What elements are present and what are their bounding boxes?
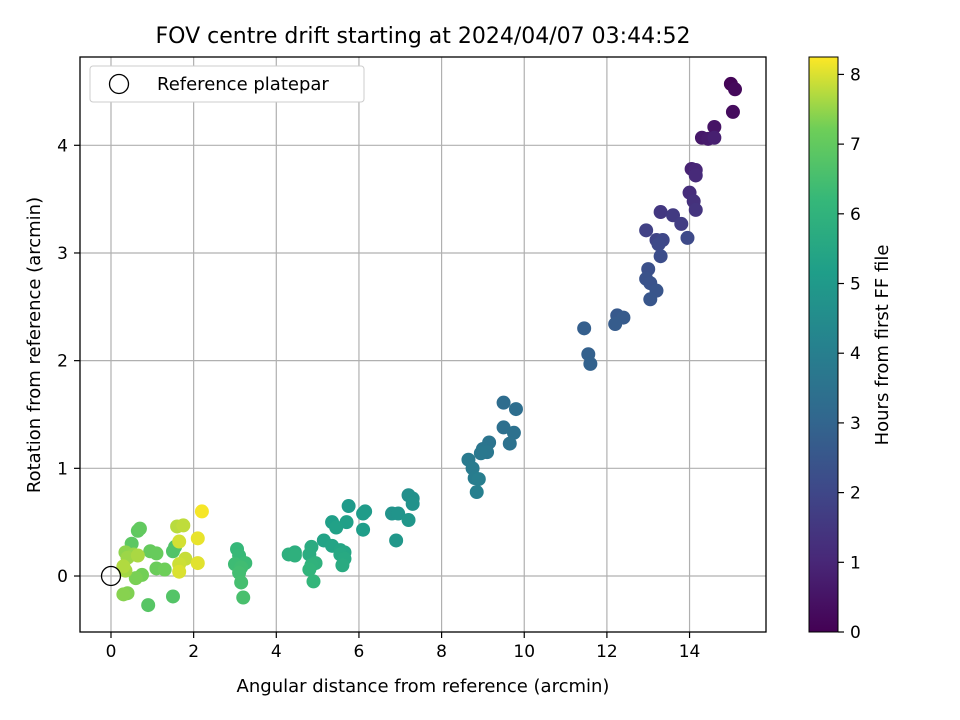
data-point — [643, 292, 658, 307]
data-point — [608, 317, 623, 332]
data-point — [356, 506, 371, 521]
data-point — [639, 223, 654, 238]
data-point — [335, 558, 350, 573]
data-point — [506, 425, 521, 440]
data-point — [577, 321, 592, 336]
x-tick-label: 6 — [354, 642, 365, 662]
data-point — [116, 559, 131, 574]
data-point — [502, 436, 517, 451]
data-point — [391, 506, 406, 521]
colorbar-tick-label: 2 — [850, 484, 861, 504]
data-point — [688, 168, 703, 183]
data-point — [653, 249, 668, 264]
data-point — [341, 499, 356, 514]
legend: Reference platepar — [89, 65, 365, 103]
data-point — [172, 564, 187, 579]
x-tick-label: 8 — [436, 642, 447, 662]
data-point — [583, 356, 598, 371]
data-point — [190, 531, 205, 546]
colorbar-gradient — [808, 56, 839, 633]
data-point — [674, 216, 689, 231]
colorbar-tick-label: 5 — [850, 275, 861, 295]
y-tick-label: 1 — [57, 459, 68, 479]
data-point — [496, 420, 511, 435]
data-point — [707, 119, 722, 134]
colorbar-tick-label: 0 — [850, 623, 861, 643]
data-point — [306, 574, 321, 589]
data-point — [401, 513, 416, 528]
data-point — [176, 518, 191, 533]
y-tick-label: 4 — [57, 136, 68, 156]
data-point — [405, 496, 420, 511]
y-tick-label: 0 — [57, 567, 68, 587]
reference-platepar-marker — [100, 565, 122, 587]
data-point — [356, 522, 371, 537]
x-axis-label: Angular distance from reference (arcmin) — [237, 676, 610, 697]
data-point — [165, 589, 180, 604]
x-tick-label: 4 — [271, 642, 282, 662]
legend-entry-reference: Reference platepar — [157, 74, 329, 95]
colorbar-tick-label: 8 — [850, 65, 861, 85]
data-point — [651, 237, 666, 252]
data-point — [302, 562, 317, 577]
data-point — [329, 520, 344, 535]
x-tick-label: 10 — [513, 642, 535, 662]
colorbar-tick-label: 1 — [850, 553, 861, 573]
legend-box — [89, 65, 365, 103]
gridlines — [80, 57, 766, 632]
data-point — [132, 521, 147, 536]
data-point — [508, 402, 523, 417]
data-point — [287, 548, 302, 563]
y-tick-label: 3 — [57, 244, 68, 264]
x-tick-label: 14 — [679, 642, 701, 662]
y-axis-ticks: 0 1 2 3 4 — [57, 136, 80, 587]
data-point — [725, 104, 740, 119]
colorbar-ticks: 0 1 2 3 4 5 6 7 8 — [838, 65, 861, 643]
data-point — [473, 446, 488, 461]
legend-marker-icon — [108, 73, 130, 95]
x-tick-label: 2 — [188, 642, 199, 662]
data-point — [728, 82, 743, 97]
data-point — [680, 230, 695, 245]
data-point — [389, 533, 404, 548]
data-point — [496, 395, 511, 410]
data-point — [130, 548, 145, 563]
chart-title: FOV centre drift starting at 2024/04/07 … — [156, 24, 691, 49]
data-point — [707, 130, 722, 145]
data-point — [116, 587, 131, 602]
data-point — [339, 515, 354, 530]
data-point — [194, 504, 209, 519]
data-point — [469, 485, 484, 500]
data-point — [141, 598, 156, 613]
colorbar: 0 1 2 3 4 5 6 7 8 Hours from first FF file — [808, 56, 893, 643]
data-point — [157, 562, 172, 577]
x-tick-label: 0 — [106, 642, 117, 662]
y-axis-label: Rotation from reference (arcmin) — [24, 197, 45, 493]
colorbar-tick-label: 6 — [850, 205, 861, 225]
plot-frame — [79, 56, 767, 633]
data-point — [236, 590, 251, 605]
data-point — [653, 205, 668, 220]
y-tick-label: 2 — [57, 352, 68, 372]
data-point — [128, 571, 143, 586]
x-axis-ticks: 0 2 4 6 8 10 12 14 — [106, 632, 701, 662]
data-point — [172, 534, 187, 549]
x-tick-label: 12 — [596, 642, 618, 662]
data-points — [100, 76, 743, 613]
colorbar-tick-label: 7 — [850, 135, 861, 155]
data-point — [149, 546, 164, 561]
data-point — [234, 575, 249, 590]
data-point — [190, 556, 205, 571]
colorbar-tick-label: 3 — [850, 414, 861, 434]
colorbar-tick-label: 4 — [850, 344, 861, 364]
data-point — [688, 202, 703, 217]
data-point — [471, 472, 486, 487]
colorbar-label: Hours from first FF file — [872, 245, 893, 446]
